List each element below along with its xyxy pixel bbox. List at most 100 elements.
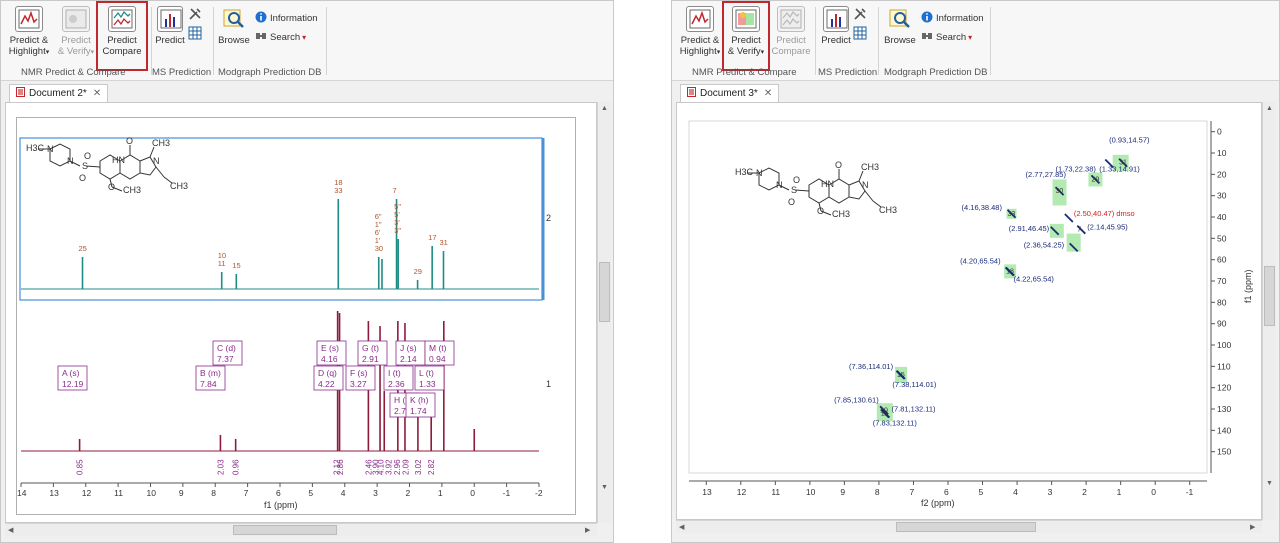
close-icon[interactable]: ✕ xyxy=(92,88,102,99)
vertical-scrollbar[interactable]: ▲ ▼ xyxy=(1262,102,1276,520)
ms-predict-button[interactable]: Predict xyxy=(153,3,187,46)
atom-label: O xyxy=(793,175,800,185)
multiplet-name: K (h) xyxy=(410,395,429,405)
separator xyxy=(878,7,879,75)
correlation-atom-label: 11 xyxy=(881,411,888,418)
document-canvas[interactable]: 2 1 H3C N N S O O O HN CH3 N O CH3 CH3 25 10 11 15 18 33 6" 1"… xyxy=(5,102,597,523)
multiplet-label: L (t)1.33 xyxy=(414,365,445,391)
peak-atom-label: 7 xyxy=(393,186,397,195)
x-tick-label: 12 xyxy=(82,488,92,498)
search-button[interactable]: Search ▾ xyxy=(255,30,306,43)
predict-compare-button[interactable]: Predict Compare xyxy=(771,3,811,57)
peak-atom-label: 29 xyxy=(414,267,422,276)
browse-button[interactable]: Browse xyxy=(215,3,253,46)
predict-compare-button[interactable]: Predict Compare xyxy=(96,1,148,71)
peak-atom-label: 6' xyxy=(375,228,381,237)
document-tab[interactable]: Document 3* ✕ xyxy=(680,84,780,102)
scroll-thumb[interactable] xyxy=(1264,266,1275,326)
correlation-annotation: (2.36,54.25) xyxy=(1024,240,1065,249)
atom-label: HN xyxy=(112,155,125,165)
multiplet-shift: 2.36 xyxy=(388,379,405,389)
bond xyxy=(778,184,790,191)
multiplet-box xyxy=(313,365,344,391)
correlation-atom-label: 30 xyxy=(1056,188,1064,195)
predict-highlight-button[interactable]: Predict & Highlight▾ xyxy=(5,3,53,58)
scroll-left-icon[interactable]: ◀ xyxy=(8,527,14,534)
x-tick-label: 3 xyxy=(1048,487,1053,497)
correlation-annotation: (2.14,45.95) xyxy=(1087,223,1128,232)
multiplet-label: D (q)4.22 xyxy=(313,365,344,391)
integral-value: 0.96 xyxy=(232,459,241,475)
browse-icon xyxy=(886,6,914,32)
correlation-annotation: (7.81,132.11) xyxy=(891,405,936,414)
multiplet-name: F (s) xyxy=(350,368,368,378)
search-button[interactable]: Search ▾ xyxy=(921,30,972,43)
correlation-atom-label: 31 xyxy=(1119,160,1127,167)
browse-button[interactable]: Browse xyxy=(881,3,919,46)
spectrum-2d[interactable]: H3CNNSOOOHNCH3NOCH3CH331293073318151011(… xyxy=(677,103,1263,521)
multiplet-shift: 1.33 xyxy=(419,379,436,389)
page xyxy=(16,117,576,515)
correlation-box xyxy=(1066,233,1081,252)
information-button[interactable]: Information xyxy=(255,11,318,24)
atom-label: H3C xyxy=(26,143,45,153)
multiplet-shift: 2.78 xyxy=(394,406,411,416)
x-tick-label: 11 xyxy=(114,488,123,498)
scroll-thumb[interactable] xyxy=(896,522,1036,532)
integral-value: 0.85 xyxy=(76,459,85,475)
scroll-down-icon[interactable]: ▼ xyxy=(1266,480,1273,487)
ms-predict-button[interactable]: Predict xyxy=(819,3,853,46)
separator xyxy=(815,7,816,75)
x-tick-label: 5 xyxy=(308,488,313,498)
predict-compare-label-2: Compare xyxy=(771,46,811,57)
info-icon xyxy=(255,11,267,23)
scroll-right-icon[interactable]: ▶ xyxy=(1250,524,1256,531)
document-tab[interactable]: Document 2* ✕ xyxy=(9,84,109,102)
scroll-up-icon[interactable]: ▲ xyxy=(601,105,608,112)
document-canvas[interactable]: H3CNNSOOOHNCH3NOCH3CH331293073318151011(… xyxy=(676,102,1262,520)
predict-highlight-button[interactable]: Predict & Highlight▾ xyxy=(676,3,724,58)
table-icon[interactable] xyxy=(188,26,202,43)
predict-ms-icon xyxy=(823,6,849,32)
tools-icon[interactable] xyxy=(853,7,867,24)
scroll-left-icon[interactable]: ◀ xyxy=(679,524,685,531)
correlation-annotation: (4.22,65.54) xyxy=(1013,274,1054,283)
correlation-annotation: (7.83,132.11) xyxy=(873,419,918,428)
correlation-peak xyxy=(1064,213,1074,223)
multiplet-name: G (t) xyxy=(362,343,379,353)
vertical-scrollbar[interactable]: ▲ ▼ xyxy=(597,102,611,523)
multiplet-name: A (s) xyxy=(62,368,80,378)
right-window: Predict & Highlight▾ Predict & Verify▾ P… xyxy=(671,0,1280,543)
bond xyxy=(864,190,874,202)
horizontal-scrollbar[interactable]: ◀ ▶ xyxy=(5,523,597,536)
atom-label: S xyxy=(82,161,88,171)
peak-atom-label: 15 xyxy=(232,261,240,270)
predict-compare-icon xyxy=(777,6,805,32)
multiplet-shift: 3.27 xyxy=(350,379,367,389)
table-icon[interactable] xyxy=(853,26,867,43)
predict-verify-button[interactable]: Predict & Verify▾ xyxy=(57,3,95,58)
multiplet-box xyxy=(57,365,88,391)
group-label-nmr: NMR Predict & Compare xyxy=(692,67,797,78)
atom-label: O xyxy=(126,136,133,146)
correlation-annotation: (2.50,40.47) dmso xyxy=(1074,209,1135,218)
correlation-atom-label: 33 xyxy=(1008,211,1016,218)
ribbon: Predict & Highlight▾ Predict & Verify▾ P… xyxy=(672,1,1279,81)
multiplet-box xyxy=(383,365,414,391)
scroll-thumb[interactable] xyxy=(599,262,610,322)
predict-verify-button[interactable]: Predict & Verify▾ xyxy=(722,1,770,71)
scroll-up-icon[interactable]: ▲ xyxy=(1266,105,1273,112)
scroll-thumb[interactable] xyxy=(233,525,337,535)
information-button[interactable]: Information xyxy=(921,11,984,24)
tools-icon[interactable] xyxy=(188,7,202,24)
multiplet-box xyxy=(357,340,388,366)
x-tick-label: 0 xyxy=(1151,487,1156,497)
group-label-ms: MS Prediction xyxy=(818,67,878,78)
scroll-right-icon[interactable]: ▶ xyxy=(585,527,591,534)
scroll-down-icon[interactable]: ▼ xyxy=(601,484,608,491)
horizontal-scrollbar[interactable]: ◀ ▶ xyxy=(676,520,1262,533)
y-axis-label: f1 (ppm) xyxy=(1243,269,1253,303)
peak-atom-label: 31 xyxy=(439,238,447,247)
close-icon[interactable]: ✕ xyxy=(763,88,773,99)
